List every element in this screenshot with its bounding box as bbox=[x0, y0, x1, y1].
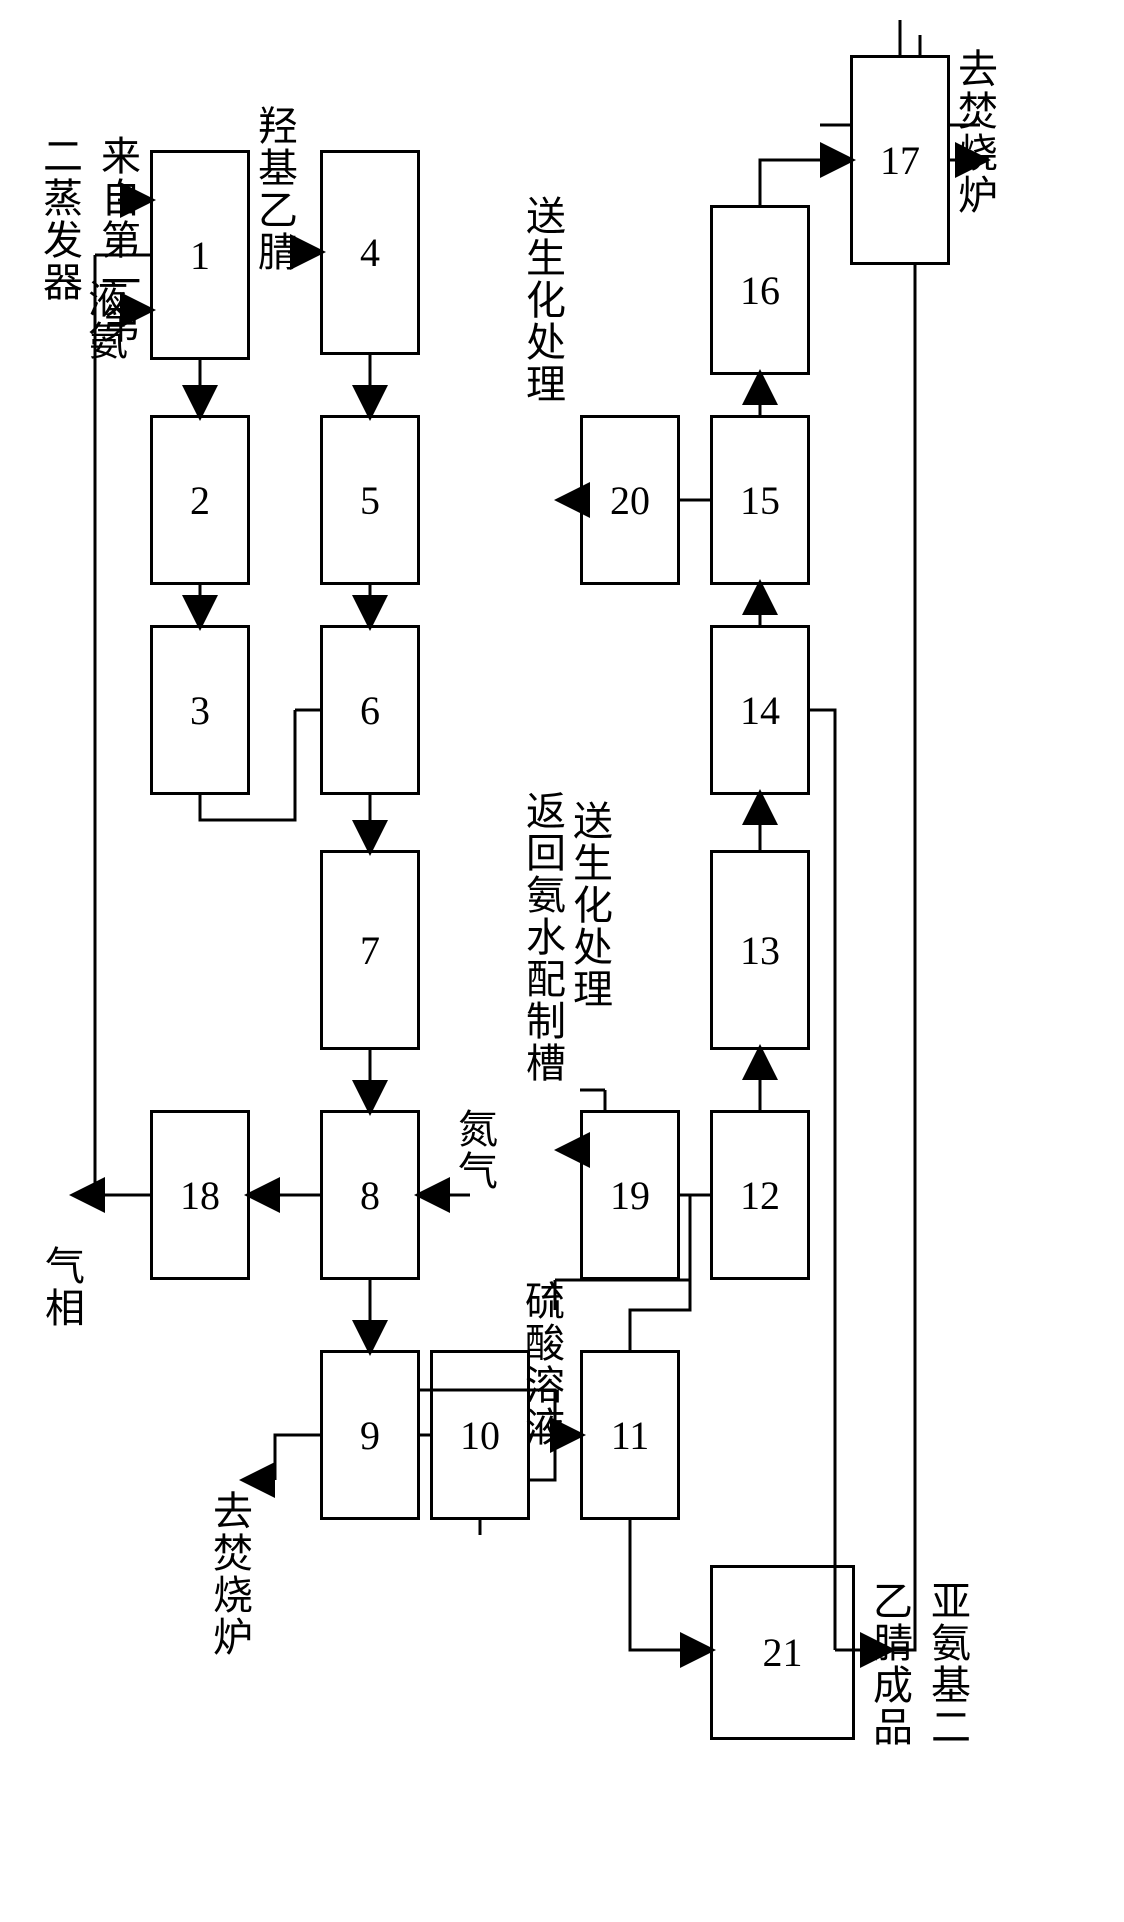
label-to-incinerator-2: 去焚烧炉 bbox=[945, 48, 1003, 216]
node-label: 4 bbox=[360, 229, 380, 276]
node-label: 18 bbox=[180, 1172, 220, 1219]
node-18: 18 bbox=[150, 1110, 250, 1280]
flowchart-canvas: 1 2 3 4 5 6 7 8 9 10 11 18 19 12 13 14 1… bbox=[20, 20, 1104, 1902]
node-label: 6 bbox=[360, 687, 380, 734]
label-to-incinerator-1: 去焚烧炉 bbox=[200, 1490, 258, 1658]
node-15: 15 bbox=[710, 415, 810, 585]
node-19: 19 bbox=[580, 1110, 680, 1280]
node-label: 2 bbox=[190, 477, 210, 524]
node-label: 5 bbox=[360, 477, 380, 524]
label-nitrogen: 氮气 bbox=[445, 1108, 503, 1192]
node-8: 8 bbox=[320, 1110, 420, 1280]
label-sulfuric-acid: 硫酸溶液 bbox=[512, 1280, 570, 1448]
node-5: 5 bbox=[320, 415, 420, 585]
node-label: 14 bbox=[740, 687, 780, 734]
node-4: 4 bbox=[320, 150, 420, 355]
node-label: 13 bbox=[740, 927, 780, 974]
node-label: 12 bbox=[740, 1172, 780, 1219]
label-hydroxyacetonitrile: 羟基乙腈 bbox=[245, 105, 303, 273]
node-1: 1 bbox=[150, 150, 250, 360]
node-label: 3 bbox=[190, 687, 210, 734]
node-label: 17 bbox=[880, 137, 920, 184]
label-biotreat-1: 送生化处理 bbox=[560, 800, 618, 1010]
node-label: 20 bbox=[610, 477, 650, 524]
node-2: 2 bbox=[150, 415, 250, 585]
node-12: 12 bbox=[710, 1110, 810, 1280]
node-14: 14 bbox=[710, 625, 810, 795]
node-label: 15 bbox=[740, 477, 780, 524]
label-gas-phase: 气相 bbox=[32, 1245, 90, 1329]
node-label: 9 bbox=[360, 1412, 380, 1459]
node-11: 11 bbox=[580, 1350, 680, 1520]
node-9: 9 bbox=[320, 1350, 420, 1520]
node-label: 11 bbox=[611, 1412, 650, 1459]
node-label: 16 bbox=[740, 267, 780, 314]
node-16: 16 bbox=[710, 205, 810, 375]
node-label: 10 bbox=[460, 1412, 500, 1459]
node-20: 20 bbox=[580, 415, 680, 585]
label-biotreat-2: 送生化处理 bbox=[513, 195, 571, 405]
node-label: 21 bbox=[763, 1629, 803, 1676]
node-label: 8 bbox=[360, 1172, 380, 1219]
node-7: 7 bbox=[320, 850, 420, 1050]
node-21: 21 bbox=[710, 1565, 855, 1740]
node-6: 6 bbox=[320, 625, 420, 795]
node-3: 3 bbox=[150, 625, 250, 795]
node-17: 17 bbox=[850, 55, 950, 265]
node-label: 7 bbox=[360, 927, 380, 974]
node-label: 19 bbox=[610, 1172, 650, 1219]
label-product: 亚氨基二乙腈成品 bbox=[860, 1580, 976, 1748]
node-label: 1 bbox=[190, 232, 210, 279]
node-13: 13 bbox=[710, 850, 810, 1050]
label-liquid-ammonia: 液氨 bbox=[75, 278, 133, 362]
